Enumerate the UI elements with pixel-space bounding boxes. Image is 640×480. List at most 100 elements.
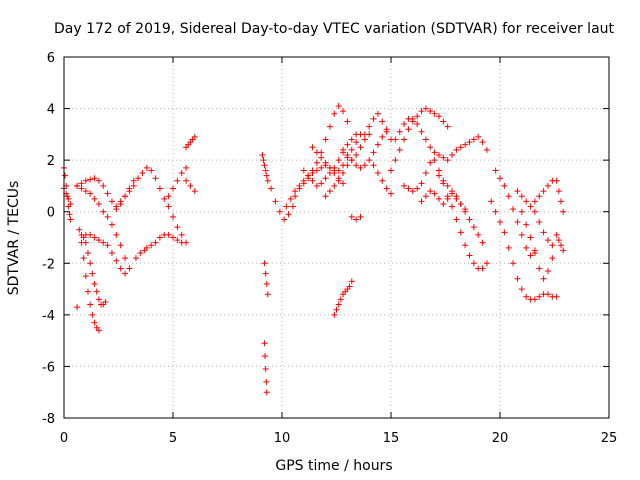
data-point bbox=[261, 340, 268, 347]
data-point bbox=[401, 136, 408, 143]
data-point bbox=[383, 128, 390, 135]
data-point bbox=[549, 242, 556, 249]
data-point bbox=[65, 195, 72, 202]
data-point bbox=[510, 260, 517, 267]
series-s25 bbox=[361, 110, 394, 143]
data-point bbox=[262, 270, 269, 277]
data-point bbox=[470, 224, 477, 231]
data-point bbox=[283, 203, 290, 210]
data-point bbox=[444, 195, 451, 202]
data-point bbox=[331, 182, 338, 189]
y-tick-label: -6 bbox=[42, 360, 55, 375]
data-point bbox=[346, 283, 353, 290]
data-point bbox=[348, 146, 355, 153]
data-point bbox=[374, 170, 381, 177]
data-point bbox=[414, 113, 421, 120]
data-point bbox=[117, 198, 124, 205]
x-tick-label: 15 bbox=[383, 431, 400, 446]
data-point bbox=[353, 216, 360, 223]
data-point bbox=[418, 180, 425, 187]
data-points bbox=[61, 102, 567, 396]
data-point bbox=[95, 237, 102, 244]
series-s19 bbox=[283, 102, 351, 210]
series-s27 bbox=[331, 278, 355, 318]
data-point bbox=[492, 167, 499, 174]
data-point bbox=[100, 182, 107, 189]
data-point bbox=[78, 185, 85, 192]
series-s28 bbox=[348, 213, 364, 223]
data-point bbox=[272, 198, 279, 205]
data-point bbox=[76, 226, 83, 233]
data-point bbox=[414, 121, 421, 128]
data-point bbox=[91, 319, 98, 326]
data-point bbox=[540, 229, 547, 236]
data-point bbox=[318, 154, 325, 161]
data-point bbox=[466, 252, 473, 259]
data-point bbox=[501, 182, 508, 189]
data-point bbox=[514, 275, 521, 282]
data-point bbox=[555, 237, 562, 244]
data-point bbox=[143, 164, 150, 171]
data-point bbox=[497, 175, 503, 182]
data-point bbox=[435, 172, 442, 179]
data-point bbox=[418, 108, 425, 115]
data-point bbox=[87, 176, 94, 183]
data-point bbox=[357, 213, 364, 220]
data-point bbox=[113, 257, 120, 264]
series-s4 bbox=[74, 175, 137, 213]
data-point bbox=[113, 203, 120, 210]
data-point bbox=[453, 146, 460, 153]
data-point bbox=[91, 175, 98, 182]
data-point bbox=[405, 126, 412, 133]
data-point bbox=[392, 136, 399, 143]
data-point bbox=[505, 244, 512, 251]
data-point bbox=[340, 108, 347, 115]
data-point bbox=[335, 167, 342, 174]
data-point bbox=[357, 144, 364, 151]
data-point bbox=[527, 234, 534, 241]
data-point bbox=[64, 193, 71, 200]
data-point bbox=[191, 188, 198, 195]
data-point bbox=[540, 188, 547, 195]
data-point bbox=[440, 154, 447, 161]
series-s14 bbox=[183, 177, 198, 195]
data-point bbox=[170, 185, 176, 192]
data-point bbox=[156, 185, 163, 192]
data-point bbox=[287, 195, 294, 202]
data-point bbox=[518, 286, 525, 293]
series-s33 bbox=[435, 172, 486, 246]
series-s10 bbox=[132, 247, 148, 262]
data-point bbox=[409, 188, 416, 195]
series-s35 bbox=[488, 198, 560, 303]
data-point bbox=[313, 159, 320, 166]
data-point bbox=[536, 265, 543, 272]
data-point bbox=[560, 247, 567, 254]
x-tick-label: 0 bbox=[60, 431, 68, 446]
series-s23 bbox=[322, 131, 373, 200]
data-point bbox=[322, 159, 329, 166]
data-point bbox=[152, 175, 159, 182]
data-point bbox=[148, 242, 155, 249]
data-point bbox=[300, 167, 307, 174]
x-tick-label: 10 bbox=[274, 431, 291, 446]
data-point bbox=[263, 389, 270, 396]
data-point bbox=[405, 185, 412, 192]
data-point bbox=[331, 170, 338, 177]
data-point bbox=[95, 327, 102, 334]
data-point bbox=[161, 195, 168, 202]
x-tick-label: 20 bbox=[492, 431, 509, 446]
data-point bbox=[117, 265, 124, 272]
data-point bbox=[449, 203, 456, 210]
data-point bbox=[333, 306, 340, 313]
data-point bbox=[108, 221, 115, 228]
data-point bbox=[431, 157, 438, 164]
data-point bbox=[501, 229, 508, 236]
data-point bbox=[313, 182, 320, 189]
data-point bbox=[422, 170, 429, 177]
data-point bbox=[261, 353, 268, 360]
data-point bbox=[87, 190, 94, 197]
data-point bbox=[80, 255, 87, 262]
data-point bbox=[370, 162, 377, 169]
data-point bbox=[453, 193, 460, 200]
